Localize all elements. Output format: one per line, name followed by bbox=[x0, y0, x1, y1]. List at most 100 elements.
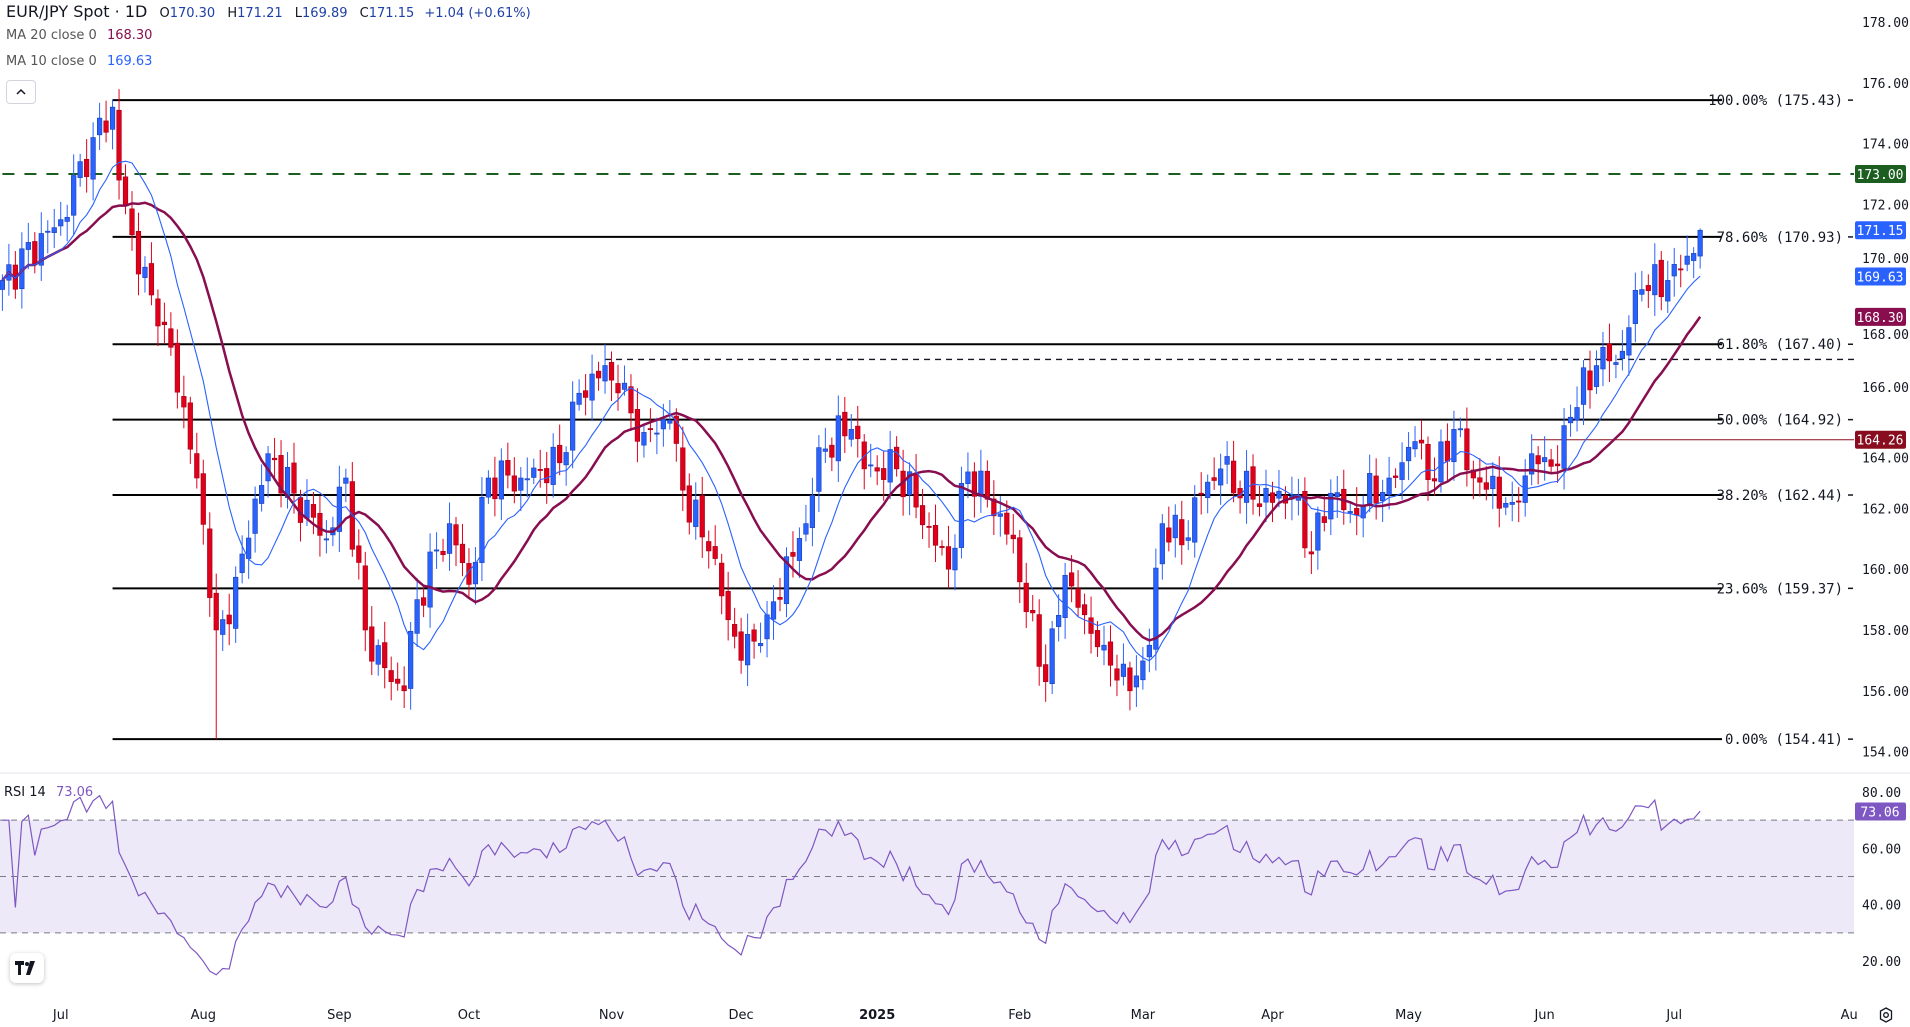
close-value: 171.15 bbox=[368, 6, 415, 21]
candle-body bbox=[1600, 346, 1606, 370]
candle-body bbox=[1645, 285, 1651, 291]
time-tick-label: Nov bbox=[599, 1008, 625, 1023]
rsi-label: RSI 14 bbox=[4, 785, 46, 800]
time-tick-label: Mar bbox=[1131, 1008, 1156, 1023]
candle-body bbox=[1684, 255, 1690, 265]
candle-body bbox=[362, 565, 368, 631]
candle-body bbox=[1373, 475, 1379, 504]
candle-body bbox=[1043, 664, 1049, 682]
ma20-legend[interactable]: MA 20 close 0 168.30 bbox=[6, 28, 152, 43]
symbol-legend: EUR/JPY Spot · 1D O170.30 H171.21 L169.8… bbox=[6, 2, 531, 21]
candle-body bbox=[822, 448, 828, 452]
tradingview-logo-icon[interactable] bbox=[10, 953, 44, 983]
collapse-legend-button[interactable] bbox=[6, 80, 36, 104]
candle-body bbox=[829, 444, 835, 458]
fib-level-label: 78.60% (170.93) bbox=[1717, 230, 1843, 246]
candle-body bbox=[550, 446, 556, 485]
candle-body bbox=[1477, 477, 1483, 483]
candle-body bbox=[1438, 441, 1444, 483]
candle-body bbox=[1431, 478, 1438, 482]
candle-body bbox=[252, 498, 258, 534]
candle-body bbox=[1088, 617, 1094, 634]
candle-body bbox=[181, 396, 187, 408]
candle-body bbox=[932, 525, 939, 546]
close-label: C bbox=[359, 6, 369, 21]
candle-body bbox=[90, 137, 96, 180]
candle-body bbox=[1263, 488, 1269, 503]
fib-level-label: 50.00% (164.92) bbox=[1717, 413, 1843, 429]
candle-body bbox=[518, 477, 524, 491]
low-label: L bbox=[294, 6, 303, 21]
rsi-legend[interactable]: RSI 14 73.06 bbox=[4, 785, 93, 800]
price-tick-label: 178.00 bbox=[1862, 16, 1909, 31]
candle-body bbox=[945, 546, 952, 570]
time-tick-label: Dec bbox=[729, 1008, 754, 1023]
candle-body bbox=[382, 642, 388, 669]
candle-body bbox=[1652, 264, 1658, 296]
ma10-legend[interactable]: MA 10 close 0 169.63 bbox=[6, 54, 152, 69]
candle-body bbox=[1457, 428, 1463, 431]
candle-body bbox=[732, 624, 738, 637]
candle-body bbox=[1529, 453, 1535, 475]
candle-body bbox=[278, 455, 284, 494]
candle-body bbox=[939, 546, 945, 548]
candle-body bbox=[693, 499, 699, 527]
candle-body bbox=[1159, 523, 1165, 565]
candle-body bbox=[770, 601, 777, 620]
candle-body bbox=[1503, 502, 1509, 508]
candle-body bbox=[608, 362, 615, 381]
candle-body bbox=[1593, 365, 1600, 387]
candle-body bbox=[401, 685, 407, 692]
candle-body bbox=[1632, 290, 1638, 324]
candle-body bbox=[1367, 473, 1373, 504]
candle-body bbox=[842, 411, 848, 437]
candle-body bbox=[103, 120, 109, 133]
candle-body bbox=[582, 390, 589, 398]
candle-body bbox=[433, 549, 440, 552]
high-value: 171.21 bbox=[237, 6, 283, 21]
candle-body bbox=[1315, 512, 1321, 551]
candle-body bbox=[1671, 264, 1677, 277]
candle-body bbox=[343, 477, 349, 484]
price-badge-label: 164.26 bbox=[1857, 434, 1904, 449]
candle-body bbox=[868, 464, 874, 467]
candle-body bbox=[1198, 492, 1204, 495]
time-tick-label: Jul bbox=[1665, 1008, 1682, 1023]
candle-body bbox=[226, 614, 232, 625]
time-tick-label: Jul bbox=[52, 1008, 69, 1023]
candle-body bbox=[796, 538, 803, 561]
gear-icon[interactable] bbox=[1876, 1005, 1896, 1025]
candle-body bbox=[356, 545, 362, 563]
candle-body bbox=[654, 432, 660, 435]
candle-body bbox=[45, 230, 51, 233]
candle-body bbox=[926, 525, 932, 528]
change-value: +1.04 (+0.61%) bbox=[424, 6, 531, 21]
candle-body bbox=[84, 158, 90, 177]
candle-body bbox=[1399, 462, 1405, 480]
candle-body bbox=[194, 453, 200, 479]
candle-body bbox=[874, 467, 880, 472]
candle-body bbox=[790, 552, 796, 557]
candle-body bbox=[1269, 492, 1276, 503]
candle-body bbox=[725, 591, 731, 621]
open-value: 170.30 bbox=[169, 6, 216, 21]
candle-body bbox=[855, 425, 861, 440]
candle-body bbox=[479, 496, 485, 563]
candle-body bbox=[414, 599, 420, 634]
candle-body bbox=[1133, 675, 1139, 688]
candle-body bbox=[1036, 614, 1042, 667]
candle-body bbox=[1354, 508, 1360, 516]
rsi-line bbox=[2, 794, 1701, 976]
candle-body bbox=[1056, 615, 1062, 627]
candle-body bbox=[1587, 370, 1593, 391]
rsi-tick-label: 20.00 bbox=[1862, 955, 1901, 970]
candle-body bbox=[97, 117, 103, 136]
candle-body bbox=[680, 447, 686, 491]
rsi-tick-label: 40.00 bbox=[1862, 899, 1901, 914]
candle-body bbox=[1567, 416, 1574, 424]
price-badge bbox=[1855, 165, 1906, 183]
time-tick-label: Aug bbox=[191, 1008, 216, 1023]
candle-body bbox=[524, 478, 530, 481]
candle-body bbox=[537, 469, 543, 471]
